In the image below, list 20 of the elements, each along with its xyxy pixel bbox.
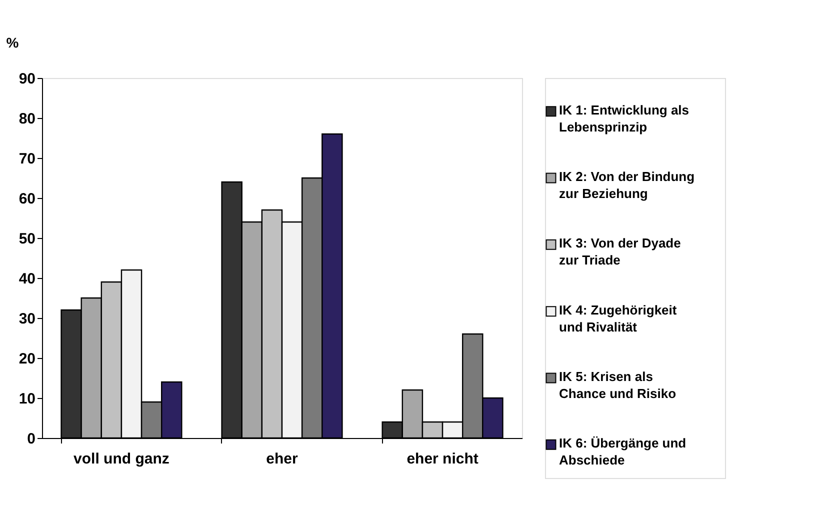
y-tick-label: 30 (18, 310, 36, 328)
x-tick-label: voll und ganz (74, 450, 170, 468)
legend-label: IK 2: Von der Bindung zur Beziehung (559, 169, 695, 201)
y-tick-label: 80 (18, 110, 36, 128)
y-tick-label: 90 (18, 70, 36, 88)
y-tick-label: 60 (18, 190, 36, 208)
y-tick-label: 0 (27, 430, 36, 448)
legend-label: IK 3: Von der Dyade zur Triade (559, 236, 681, 268)
x-tick-label: eher (266, 450, 298, 468)
legend-label: IK 1: Entwicklung als Lebensprinzip (559, 102, 690, 134)
y-tick-label: 70 (18, 150, 36, 168)
y-tick-label: 10 (18, 390, 36, 408)
y-tick-label: 50 (18, 230, 36, 248)
legend-label: IK 4: Zugehörigkeit und Rivalität (559, 302, 678, 334)
y-tick-label: 40 (18, 270, 36, 288)
y-tick-label: 20 (18, 350, 36, 368)
y-axis-title: % (6, 34, 20, 50)
legend-label: IK 6: Übergänge und Abschiede (559, 436, 686, 468)
legend-label: IK 5: Krisen als Chance und Risiko (559, 369, 676, 401)
x-tick-label: eher nicht (406, 450, 478, 468)
